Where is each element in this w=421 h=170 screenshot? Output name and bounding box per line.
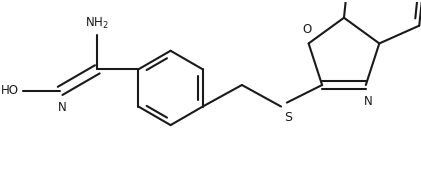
Text: HO: HO xyxy=(1,84,19,97)
Text: S: S xyxy=(284,111,292,124)
Text: NH$_2$: NH$_2$ xyxy=(85,16,109,31)
Text: O: O xyxy=(302,23,311,36)
Text: N: N xyxy=(58,101,67,114)
Text: N: N xyxy=(363,95,372,108)
